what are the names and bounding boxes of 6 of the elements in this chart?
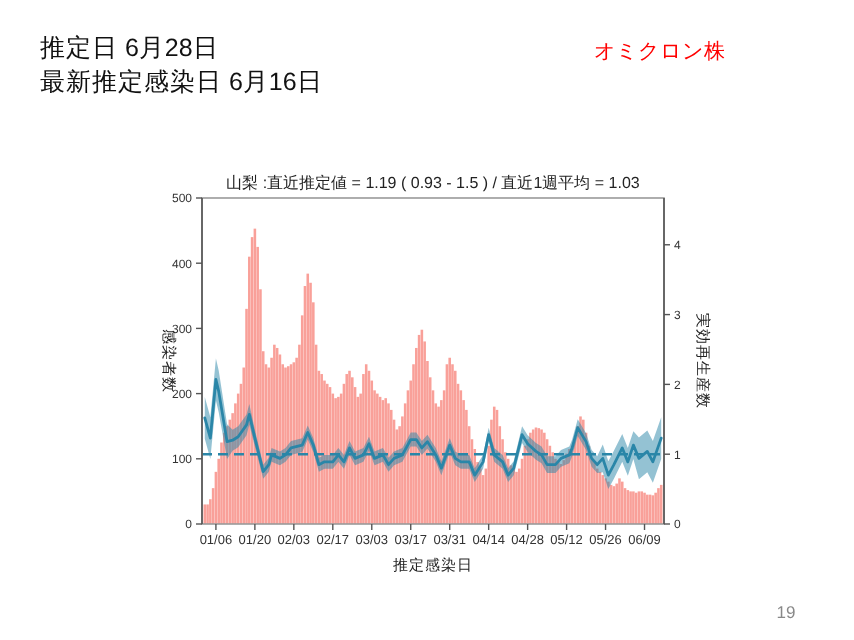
chart-title: 推定日 6月28日 bbox=[40, 34, 219, 62]
text: 山梨 :直近推定値 = 1.19 ( 0.93 - 1.5 ) / 直近1週平均 = 1.03 bbox=[226, 174, 641, 192]
chart-subtitle: 最新推定感染日 6月16日 bbox=[40, 68, 323, 96]
line-series bbox=[203, 378, 663, 477]
text: オミクロン株 bbox=[594, 38, 726, 64]
text: 19 bbox=[776, 602, 796, 622]
